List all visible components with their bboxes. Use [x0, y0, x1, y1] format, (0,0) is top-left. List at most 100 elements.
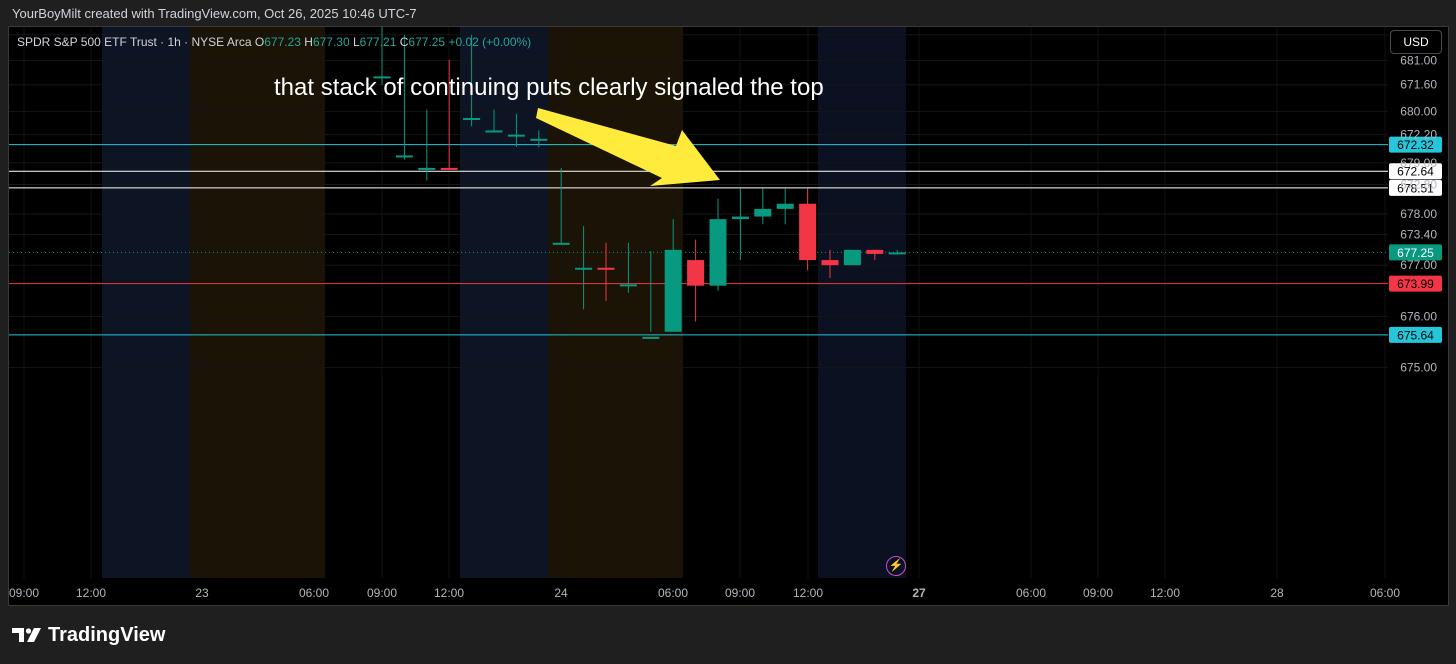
- session-band-1: [190, 27, 325, 578]
- ohlc-legend: SPDR S&P 500 ETF Trust · 1h · NYSE Arca …: [17, 35, 531, 49]
- top-bar: YourBoyMilt created with TradingView.com…: [0, 0, 1456, 26]
- price-label-bg-0: [1389, 179, 1442, 196]
- price-label-4: 672.32: [1397, 138, 1434, 152]
- candle-18: [776, 188, 794, 225]
- symbol-label: SPDR S&P 500 ETF Trust · 1h · NYSE Arca: [17, 35, 252, 49]
- candle-body: [776, 203, 794, 209]
- candle-16: [731, 188, 749, 261]
- time-tick-label: 06:00: [299, 586, 329, 600]
- candle-1: [395, 34, 413, 160]
- candle-body: [731, 216, 749, 220]
- time-tick-label: 12:00: [434, 586, 464, 600]
- time-tick-label: 28: [1270, 586, 1284, 600]
- time-tick-label: 23: [195, 586, 209, 600]
- price-label-0: 678.51: [1397, 181, 1434, 195]
- close-label: C: [399, 35, 409, 49]
- time-tick-label: 12:00: [793, 586, 823, 600]
- candle-7: [530, 130, 548, 148]
- time-tick-label: 06:00: [1370, 586, 1400, 600]
- candle-body: [507, 134, 525, 137]
- high-value: 677.30: [312, 35, 350, 49]
- price-tick-label: 676.00: [1400, 309, 1437, 323]
- annotation-text[interactable]: that stack of continuing puts clearly si…: [274, 74, 824, 101]
- candle-6: [507, 113, 525, 148]
- candle-body: [485, 130, 503, 133]
- time-tick-label: 06:00: [658, 586, 688, 600]
- tradingview-brand: TradingView: [12, 624, 165, 646]
- candle-body: [799, 203, 817, 261]
- price-tick-label: 673.40: [1400, 227, 1437, 241]
- candle-body: [709, 219, 727, 286]
- candle-body: [597, 267, 615, 270]
- price-tick-label: 671.60: [1400, 78, 1437, 92]
- time-tick-label: 12:00: [1150, 586, 1180, 600]
- candle-body: [395, 155, 413, 158]
- grid-lines: [9, 27, 1388, 578]
- candle-11: [619, 242, 637, 293]
- arrow-annotation-icon[interactable]: [536, 108, 720, 186]
- candle-0: [373, 26, 391, 85]
- candle-body: [821, 260, 839, 266]
- candle-22: [866, 249, 884, 261]
- candle-body: [664, 249, 682, 332]
- price-tick-label: 677.00: [1400, 258, 1437, 272]
- time-tick-label: 09:00: [725, 586, 755, 600]
- candle-2: [418, 109, 436, 181]
- last-price-label: 677.25: [1397, 246, 1434, 260]
- time-tick-label: 12:00: [76, 586, 106, 600]
- currency-button[interactable]: USD: [1390, 30, 1442, 54]
- time-tick-label: 06:00: [1016, 586, 1046, 600]
- candle-body: [888, 252, 906, 255]
- candle-17: [754, 188, 772, 225]
- time-axis[interactable]: 09:00 12:00 23 06:00 09:00 12:00 24 06:00 09:00 1…: [9, 586, 1400, 600]
- candle-body: [843, 249, 861, 266]
- candle-body: [619, 284, 637, 287]
- candle-5: [485, 109, 503, 133]
- price-tick-label: 680.00: [1400, 105, 1437, 119]
- session-band-3: [548, 27, 683, 578]
- candle-body: [866, 249, 884, 254]
- time-tick-label: 24: [554, 586, 568, 600]
- price-label-bg-4: [1389, 136, 1442, 153]
- low-label: L: [352, 35, 360, 49]
- close-value: 677.25: [408, 35, 446, 49]
- high-label: H: [304, 35, 313, 49]
- candle-body: [530, 138, 548, 141]
- candle-19: [799, 188, 817, 271]
- candle-body: [373, 76, 391, 79]
- candle-23: [888, 249, 906, 255]
- candle-body: [463, 118, 481, 120]
- price-label-bg-2: [1389, 275, 1442, 292]
- price-tick-label: 679.00: [1400, 156, 1437, 170]
- price-label-2: 673.99: [1397, 277, 1434, 291]
- price-tick-label: 678.00: [1400, 207, 1437, 221]
- candle-20: [821, 249, 839, 278]
- candle-body: [642, 336, 660, 339]
- session-backgrounds: [102, 27, 906, 578]
- price-tick-label: 675.00: [1400, 361, 1437, 375]
- time-tick-label: 09:00: [1083, 586, 1113, 600]
- time-tick-label: 09:00: [9, 586, 39, 600]
- open-label: O: [254, 35, 265, 49]
- candle-15: [709, 198, 727, 291]
- time-tick-label: 27: [912, 586, 926, 600]
- candle-body: [575, 267, 593, 270]
- open-value: 677.23: [264, 35, 301, 49]
- candle-12: [642, 251, 660, 339]
- brand-name: TradingView: [48, 623, 166, 646]
- candle-14: [687, 239, 705, 322]
- price-axis[interactable]: 681.00 680.00 679.00 678.00 677.00 676.00 675.…: [1400, 28, 1437, 375]
- candle-10: [597, 242, 615, 302]
- session-band-4: [818, 27, 906, 578]
- session-band-0: [102, 27, 190, 578]
- credit-text: YourBoyMilt created with TradingView.com…: [12, 6, 417, 21]
- candle-4: [463, 34, 481, 127]
- candle-body: [418, 167, 436, 170]
- price-tick-label: 672.80: [1400, 178, 1437, 192]
- candle-21: [843, 249, 861, 266]
- lightning-icon[interactable]: ⚡: [886, 556, 906, 576]
- candle-13: [664, 219, 682, 332]
- candlestick-series: [373, 26, 906, 339]
- candle-8: [552, 167, 570, 245]
